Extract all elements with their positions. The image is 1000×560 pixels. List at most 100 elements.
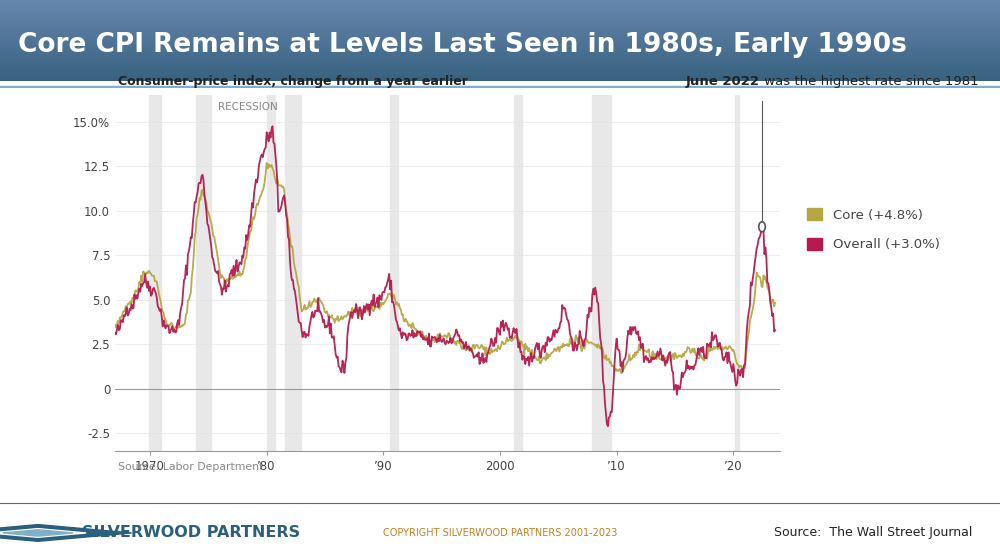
Bar xyxy=(0,64,1000,65)
Bar xyxy=(0,18,1000,19)
Bar xyxy=(0,66,1000,67)
Bar xyxy=(0,25,1000,26)
Bar xyxy=(0,0,1000,1)
Bar xyxy=(0,68,1000,69)
Bar xyxy=(0,14,1000,15)
Bar xyxy=(0,54,1000,55)
Bar xyxy=(0,16,1000,17)
Bar xyxy=(0,43,1000,44)
Bar xyxy=(0,77,1000,78)
Bar xyxy=(0,57,1000,58)
Text: Consumer-price index, change from a year earlier: Consumer-price index, change from a year… xyxy=(118,75,468,88)
Legend: Core (+4.8%), Overall (+3.0%): Core (+4.8%), Overall (+3.0%) xyxy=(807,208,940,251)
Bar xyxy=(0,34,1000,35)
Bar xyxy=(0,74,1000,75)
Bar xyxy=(0,32,1000,33)
Bar xyxy=(0,40,1000,41)
Text: Core CPI Remains at Levels Last Seen in 1980s, Early 1990s: Core CPI Remains at Levels Last Seen in … xyxy=(18,32,907,58)
Bar xyxy=(0,6,1000,7)
Bar xyxy=(0,44,1000,45)
Bar xyxy=(390,95,398,451)
Bar xyxy=(0,28,1000,29)
Polygon shape xyxy=(0,525,132,542)
Bar xyxy=(0,67,1000,68)
Bar xyxy=(0,17,1000,18)
Bar xyxy=(0,10,1000,11)
Polygon shape xyxy=(0,529,86,537)
Bar xyxy=(0,4,1000,6)
Bar xyxy=(0,42,1000,43)
Bar xyxy=(285,95,301,451)
Bar xyxy=(0,22,1000,23)
Bar xyxy=(0,71,1000,72)
Bar xyxy=(0,24,1000,25)
Text: RECESSION: RECESSION xyxy=(218,102,278,112)
Bar xyxy=(0,69,1000,71)
Text: Source: Labor Department: Source: Labor Department xyxy=(118,462,263,472)
Bar xyxy=(0,39,1000,40)
Bar xyxy=(0,3,1000,4)
Bar xyxy=(514,95,522,451)
Bar xyxy=(0,33,1000,34)
Bar xyxy=(0,55,1000,56)
Bar xyxy=(0,65,1000,66)
Bar xyxy=(0,63,1000,64)
Bar xyxy=(0,52,1000,53)
Bar xyxy=(0,62,1000,63)
Text: Source:  The Wall Street Journal: Source: The Wall Street Journal xyxy=(774,526,972,539)
Bar xyxy=(0,41,1000,42)
Bar xyxy=(0,30,1000,31)
Bar xyxy=(0,8,1000,9)
Bar xyxy=(0,38,1000,39)
Bar xyxy=(0,50,1000,51)
Bar xyxy=(0,45,1000,46)
Bar xyxy=(0,23,1000,24)
Bar xyxy=(196,95,211,451)
Bar xyxy=(0,78,1000,79)
Bar xyxy=(0,21,1000,22)
Bar xyxy=(0,46,1000,48)
Bar xyxy=(0,53,1000,54)
Circle shape xyxy=(759,222,765,232)
Bar xyxy=(0,20,1000,21)
Text: was the highest rate since 1981: was the highest rate since 1981 xyxy=(760,75,978,88)
Bar xyxy=(0,73,1000,74)
Bar xyxy=(0,51,1000,52)
Bar xyxy=(0,13,1000,14)
Bar xyxy=(0,60,1000,61)
Bar xyxy=(0,80,1000,81)
Bar xyxy=(267,95,275,451)
Polygon shape xyxy=(3,530,73,536)
Bar xyxy=(0,49,1000,50)
Text: SILVERWOOD PARTNERS: SILVERWOOD PARTNERS xyxy=(82,525,300,540)
Bar xyxy=(0,19,1000,20)
Bar xyxy=(0,15,1000,16)
Text: COPYRIGHT SILVERWOOD PARTNERS 2001-2023: COPYRIGHT SILVERWOOD PARTNERS 2001-2023 xyxy=(383,528,617,538)
Bar xyxy=(0,31,1000,32)
Bar xyxy=(0,58,1000,59)
Bar xyxy=(0,79,1000,80)
Bar xyxy=(0,37,1000,38)
Bar xyxy=(0,2,1000,3)
Bar xyxy=(0,36,1000,37)
Bar xyxy=(0,29,1000,30)
Bar xyxy=(734,95,739,451)
Bar xyxy=(149,95,161,451)
Bar xyxy=(0,12,1000,13)
Bar xyxy=(0,26,1000,27)
Bar xyxy=(0,72,1000,73)
Text: June 2022: June 2022 xyxy=(686,75,760,88)
Bar xyxy=(0,35,1000,36)
Bar xyxy=(0,27,1000,28)
Bar xyxy=(0,59,1000,60)
Bar xyxy=(0,48,1000,49)
Bar xyxy=(0,7,1000,8)
Bar xyxy=(0,9,1000,10)
Bar xyxy=(0,11,1000,12)
Bar xyxy=(0,75,1000,76)
Bar xyxy=(592,95,611,451)
Bar xyxy=(0,56,1000,57)
Bar xyxy=(0,61,1000,62)
Bar xyxy=(0,76,1000,77)
Bar xyxy=(0,1,1000,2)
